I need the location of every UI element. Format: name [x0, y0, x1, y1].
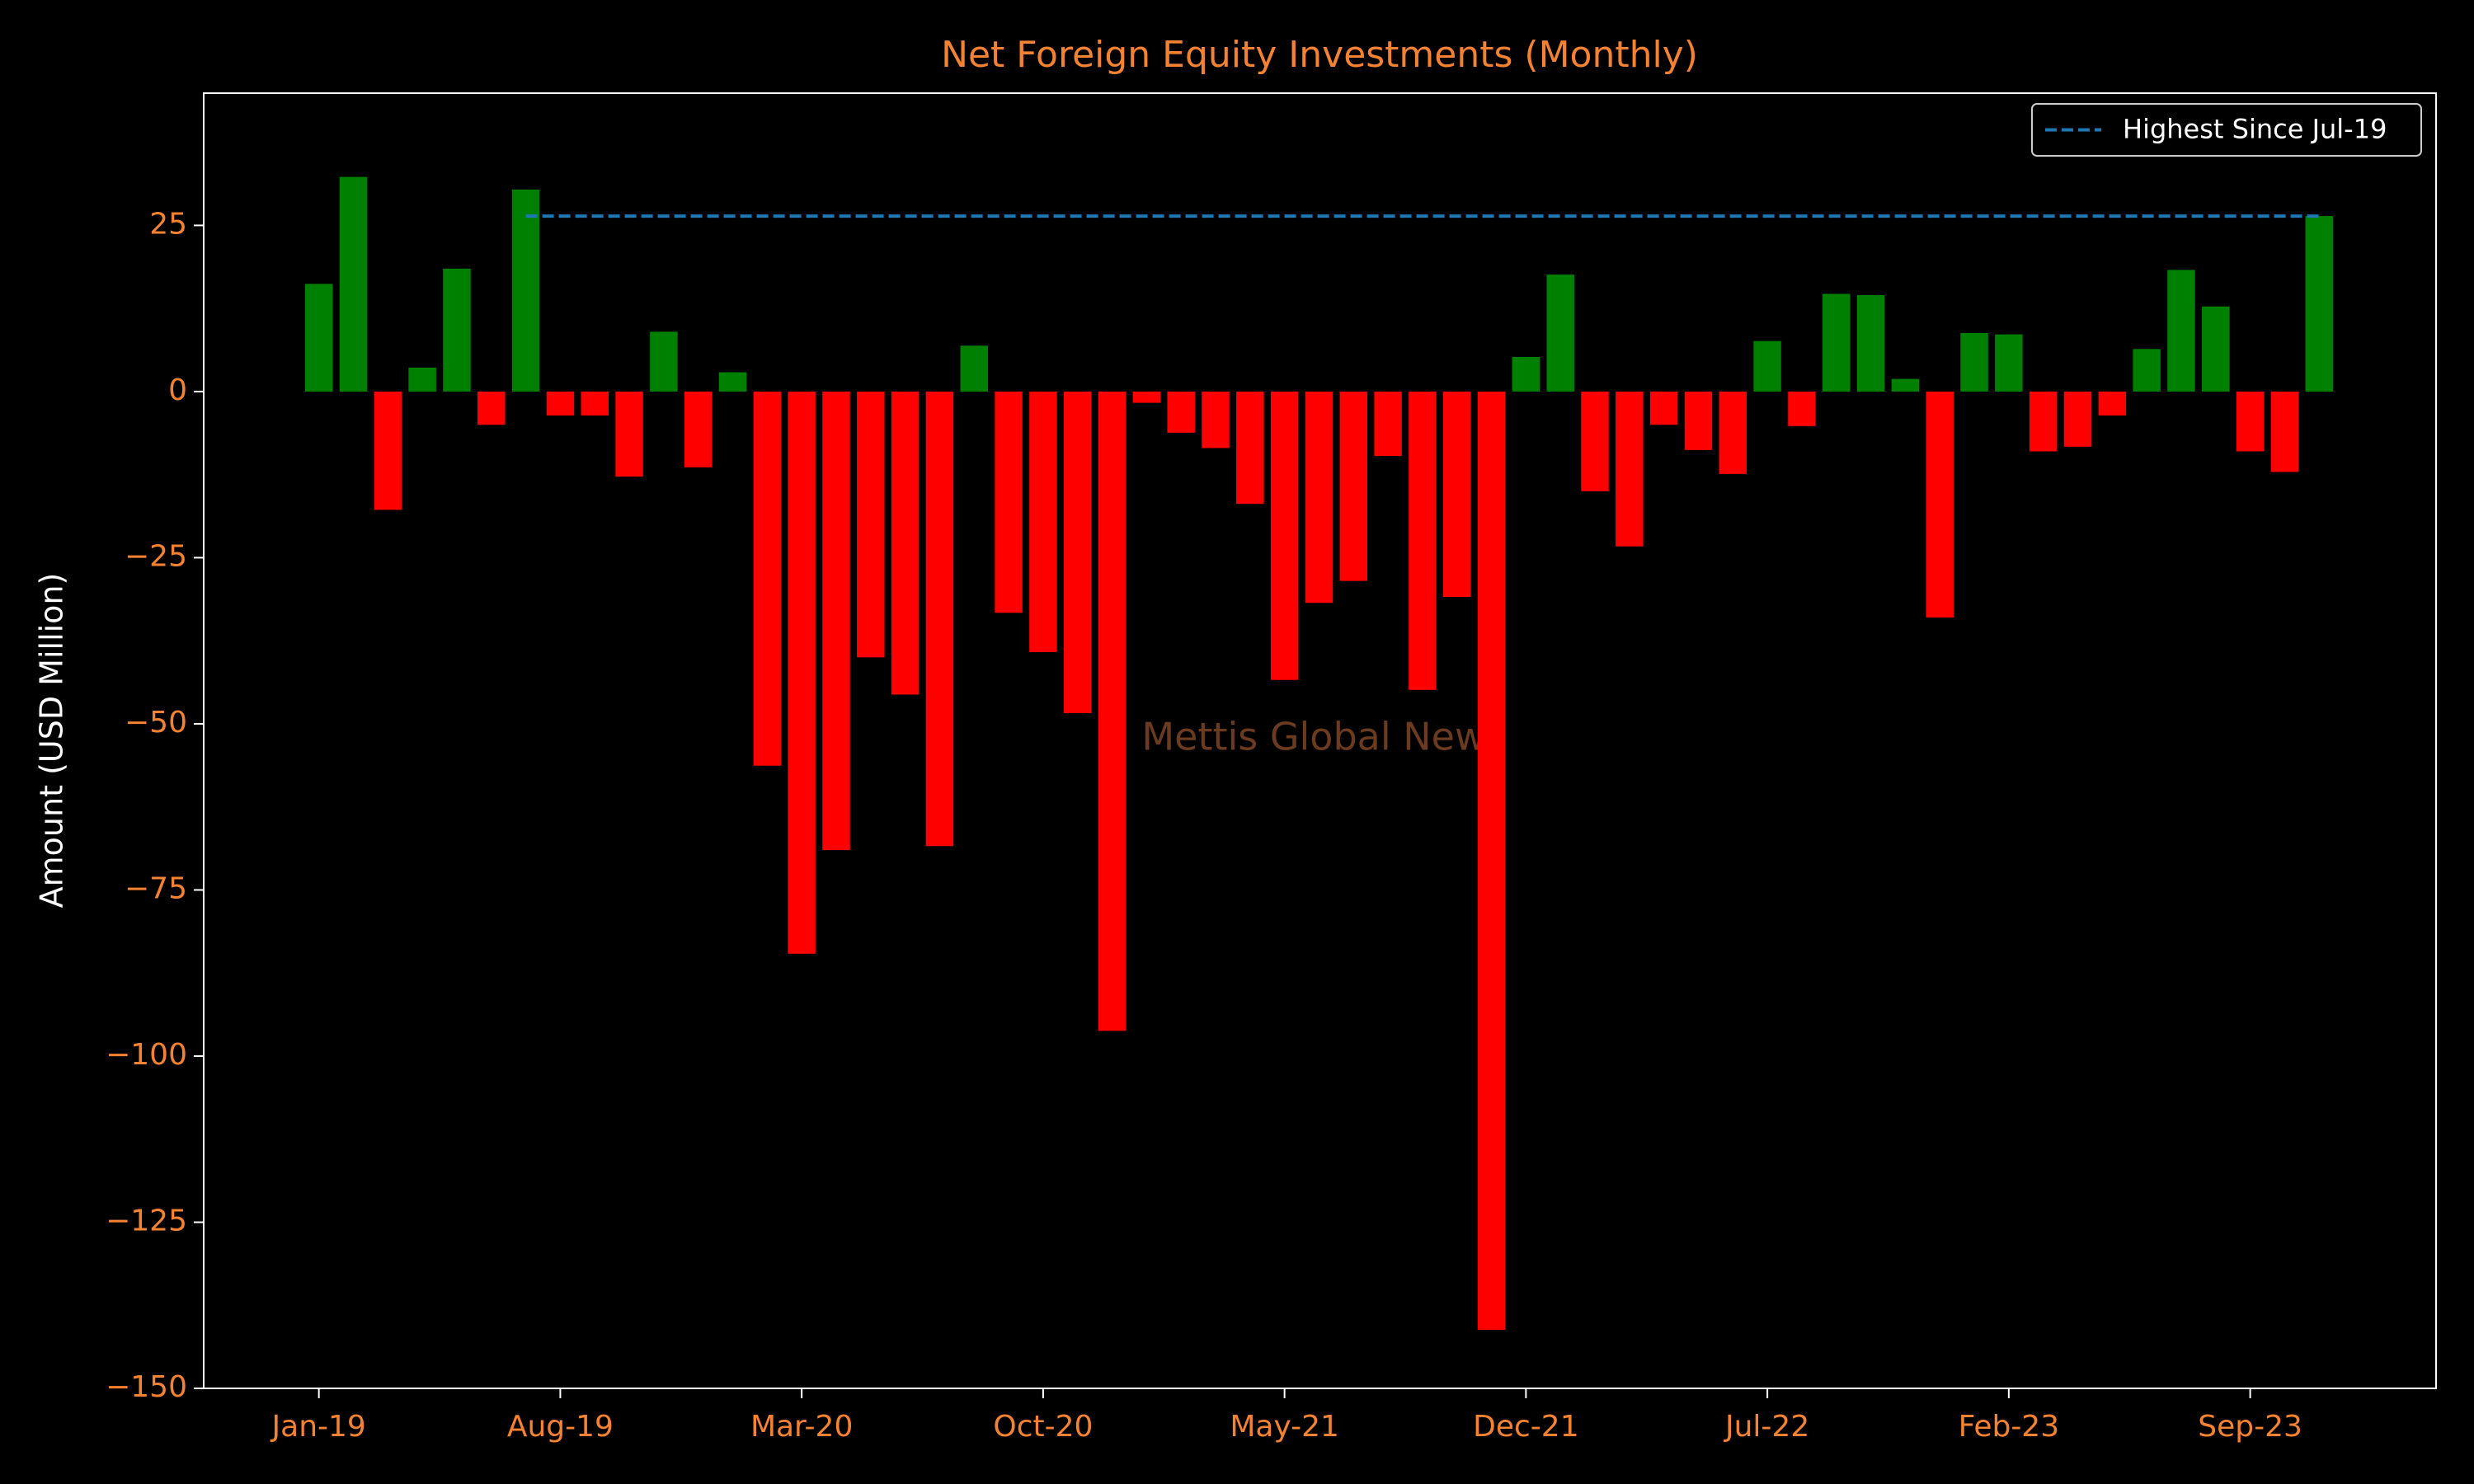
bar	[2133, 349, 2161, 392]
bar	[1649, 391, 1678, 425]
bar	[650, 331, 678, 392]
bar	[1891, 378, 1920, 392]
y-tick-label: −50	[125, 706, 187, 740]
bar	[2305, 216, 2333, 392]
bar	[1684, 391, 1713, 450]
y-tick-label: −150	[106, 1370, 187, 1404]
bar	[1926, 391, 1954, 618]
y-tick-label: −25	[125, 539, 187, 573]
y-axis-label: Amount (USD Million)	[34, 573, 70, 909]
x-tick-label: Sep-23	[2198, 1410, 2302, 1444]
bar	[822, 391, 850, 851]
bar	[1960, 332, 1988, 392]
y-tick-label: −100	[106, 1038, 187, 1072]
chart-title: Net Foreign Equity Investments (Monthly)	[941, 34, 1698, 76]
bar	[1477, 391, 1506, 1331]
bar	[1029, 391, 1057, 652]
bar	[1856, 295, 1885, 392]
bar	[1305, 391, 1333, 603]
bar	[2270, 391, 2299, 472]
bar	[1202, 391, 1230, 448]
plot-frame	[203, 92, 2437, 1389]
bar	[925, 391, 954, 847]
bar	[477, 391, 506, 425]
bar	[1409, 391, 1437, 690]
y-tick-label: 25	[149, 207, 187, 241]
x-tick-label: Feb-23	[1959, 1410, 2060, 1444]
bar	[1753, 340, 1781, 392]
bar	[1339, 391, 1368, 581]
bar	[2029, 391, 2058, 452]
bar	[1823, 294, 1851, 392]
bar	[1374, 391, 1402, 457]
bar	[857, 391, 885, 658]
bar	[1270, 391, 1299, 680]
bar	[1616, 391, 1644, 547]
bar	[1063, 391, 1092, 714]
bar	[1995, 334, 2023, 392]
x-tick-label: Mar-20	[750, 1410, 853, 1444]
bar	[1098, 391, 1126, 1031]
bar	[339, 176, 368, 392]
bar	[1581, 391, 1609, 491]
bar	[788, 391, 816, 954]
x-tick-label: Aug-19	[507, 1410, 614, 1444]
bar	[511, 189, 540, 392]
bar	[2098, 391, 2127, 416]
legend-box	[2031, 103, 2422, 157]
bar	[2063, 391, 2092, 447]
bar	[615, 391, 643, 477]
legend-label: Highest Since Jul-19	[2123, 114, 2387, 145]
bar	[1236, 391, 1264, 505]
bar	[753, 391, 782, 766]
bar	[2202, 306, 2230, 392]
bar	[995, 391, 1023, 613]
bar	[1788, 391, 1816, 426]
bar	[2167, 270, 2195, 392]
bar	[374, 391, 402, 510]
legend: Highest Since Jul-19	[2031, 103, 2422, 157]
bar	[684, 391, 713, 467]
bar	[1132, 391, 1161, 403]
watermark: Mettis Global News	[1141, 715, 1505, 759]
bar	[1167, 391, 1195, 433]
bar	[581, 391, 609, 416]
y-tick-label: 0	[168, 373, 187, 407]
bar	[443, 268, 471, 392]
bar	[1512, 357, 1540, 392]
y-tick-label: −75	[125, 871, 187, 905]
bar	[718, 372, 747, 392]
x-tick-label: Jul-22	[1724, 1410, 1809, 1444]
bar	[960, 345, 988, 392]
x-tick-label: May-21	[1230, 1410, 1339, 1444]
bar	[1546, 275, 1574, 392]
bar	[891, 391, 920, 695]
x-tick-label: Oct-20	[993, 1410, 1093, 1444]
x-tick-label: Jan-19	[270, 1410, 366, 1444]
bar	[1719, 391, 1747, 474]
bar	[1443, 391, 1471, 597]
y-tick-label: −125	[106, 1204, 187, 1237]
bar	[304, 284, 333, 392]
bar	[2236, 391, 2265, 452]
bar	[408, 367, 436, 392]
x-tick-label: Dec-21	[1473, 1410, 1578, 1444]
bar	[546, 391, 575, 416]
